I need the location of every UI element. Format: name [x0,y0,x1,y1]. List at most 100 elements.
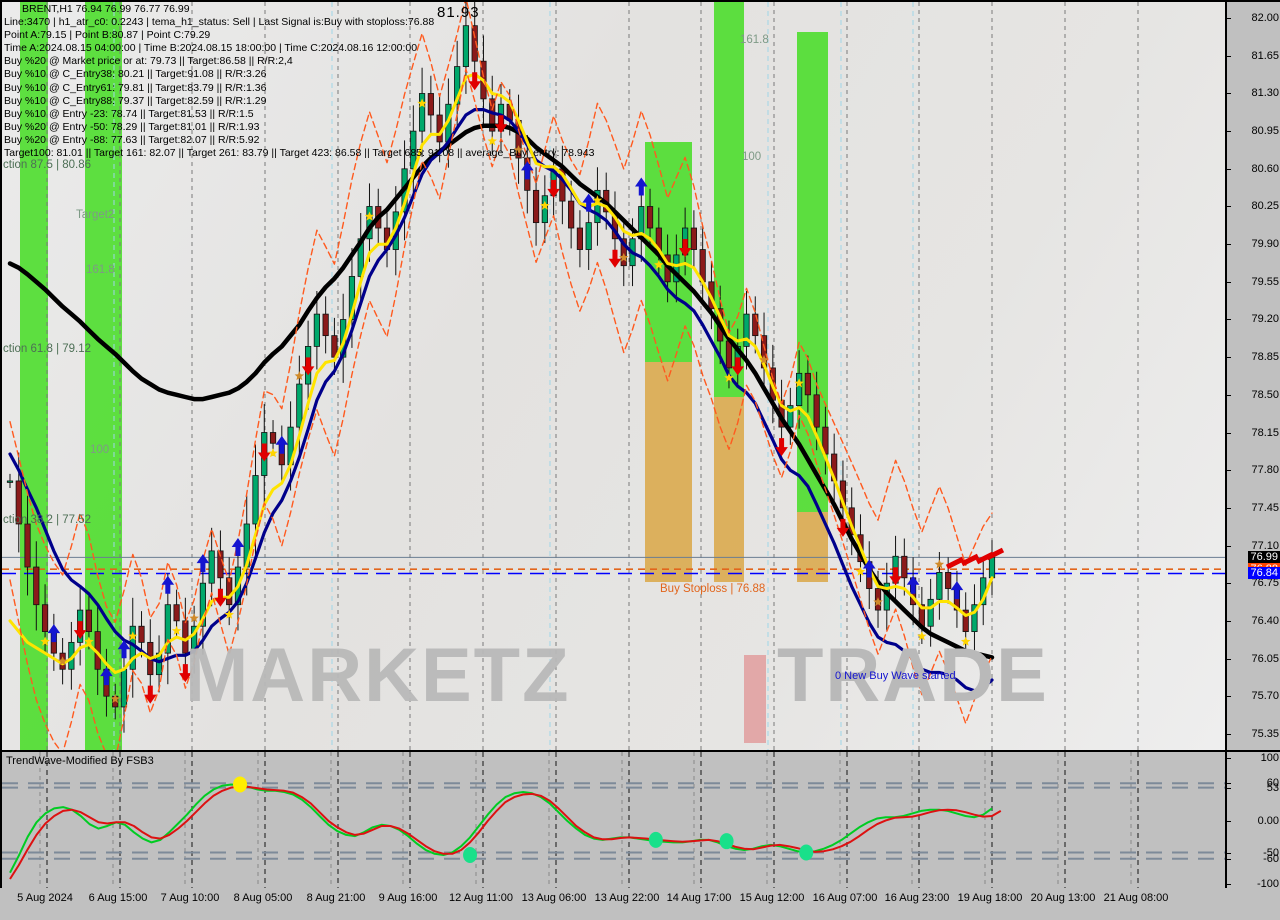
signal-star [917,631,927,641]
candle-body [33,566,40,606]
price-tick-label: 80.95 [1251,125,1279,138]
time-axis[interactable]: 5 Aug 2024 6 Aug 15:00 7 Aug 10:00 8 Aug 05… [0,888,1280,920]
fractal-lower-band [9,68,993,750]
sub-tick [1227,884,1231,885]
sub-tick-label: -60 [1263,852,1279,865]
sell-arrow-icon [608,249,622,268]
candle-body [585,222,592,250]
candle-body [804,372,811,396]
candle-body [208,550,215,584]
time-tick-label: 8 Aug 21:00 [306,892,366,904]
price-tick-label: 82.00 [1251,12,1279,25]
trendwave-marker-trough [648,831,663,848]
time-tick-label: 6 Aug 15:00 [88,892,148,904]
price-axis[interactable]: 82.00 81.65 81.30 80.95 80.60 80.25 79.90 79.55… [1225,0,1280,750]
price-tick [1227,206,1231,208]
signal-star [57,656,68,666]
candle-body [813,394,820,428]
candle-body [936,572,943,600]
sub-tick-label: -100 [1256,878,1279,890]
sub-tick [1227,852,1231,854]
price-tick-label: 81.65 [1251,49,1279,62]
info-line-2: Point A:79.15 | Point B:80.87 | Point C:… [4,29,211,42]
trendwave-main-line [9,783,993,874]
price-tick-label: 75.35 [1251,727,1279,740]
candle-body [138,625,145,643]
buy-arrow-icon [117,640,131,659]
signal-star [171,625,182,635]
candle-body [471,25,478,62]
indicator-axis[interactable]: 100 60 53 0.00 -50 -60 -100 [1225,750,1280,892]
signal-star [487,136,497,146]
sell-arrow-icon [73,621,87,640]
signal-star [364,211,375,221]
sell-arrow-icon [468,72,481,91]
price-zone [645,362,692,582]
sell-arrow-icon [731,357,745,376]
buy-arrow-icon [100,667,113,686]
price-tick-label: 78.15 [1251,426,1279,439]
buy-arrow-icon [521,161,534,180]
time-tick-label: 20 Aug 13:00 [1030,892,1096,904]
signal-star [417,98,427,108]
price-tick [1227,168,1231,170]
signal-star [619,252,629,262]
info-line-5: Buy %10 @ C_Entry38: 80.21 || Target:91.… [4,68,267,81]
sub-tick-label: 0.00 [1257,815,1279,827]
sub-tick [1227,758,1231,759]
buy-arrow-icon [47,624,61,643]
sub-tick [1227,783,1231,785]
signal-star [128,631,138,641]
signal-star [189,613,199,623]
candle-body [427,93,434,116]
candle-body [594,189,601,224]
price-tick-label: 77.45 [1251,501,1279,514]
fib-level-label-left: ction 87.5 | 80.86 [3,159,92,171]
buy-arrow-icon [161,575,175,594]
sell-arrow-icon [889,567,902,586]
candle-body [226,577,233,606]
symbol-title: BRENT,H1 76.94 76.99 76.77 76.99 [22,3,190,15]
sell-arrow-icon [143,685,157,704]
signal-star [513,145,524,155]
ema-slow-line [7,123,995,660]
info-line-4: Buy %20 @ Market price or at: 79.73 || T… [4,55,293,68]
fractal-upper-band [9,2,993,624]
candle-body [199,582,206,627]
main-chart-pane[interactable]: MARKETZ TRADE BRENT,H1 76.94 76.99 76.77… [0,0,1227,751]
signal-star [759,354,769,364]
signal-star [268,448,278,458]
signal-star [724,372,734,382]
info-line-7: Buy %10 @ C_Entry88: 79.37 || Target:82.… [4,94,267,107]
trendwave-marker-trough [799,844,814,861]
price-tick [1227,583,1231,585]
candle-body [191,625,198,654]
price-tick [1227,55,1231,57]
buy-arrow-icon [862,559,876,578]
candle-body [962,609,969,633]
price-tick [1227,507,1231,509]
watermark-trade: TRADE [777,633,1049,718]
time-tick-label: 8 Aug 05:00 [233,892,293,904]
price-tick-label: 81.30 [1251,87,1279,100]
sell-arrow-icon [301,357,315,376]
candle-body [743,313,750,347]
fib-level-label-left: ction 38.2 | 77.52 [3,514,92,526]
candle-body [532,189,540,224]
sell-arrow-icon [494,115,508,134]
indicator-subwindow[interactable]: TrendWave-Modified By FSB3 [0,750,1227,892]
buy-arrow-icon [196,554,210,573]
signal-star [294,371,305,381]
time-tick-label: 5 Aug 2024 [17,892,73,904]
info-line-6: Buy %10 @ C_Entry61: 79.81 || Target:83.… [4,81,267,94]
ema-fast-line [8,72,994,674]
subwindow-title: TrendWave-Modified By FSB3 [6,755,154,767]
candle-body [6,480,14,483]
trendwave-canvas [2,752,1227,890]
candle-body [646,206,654,229]
time-tick-label: 13 Aug 22:00 [594,892,660,904]
sub-tick [1227,787,1231,789]
fib-level-label: 161.8 [86,264,115,276]
candle-body [173,604,180,622]
candle-body [945,572,952,589]
